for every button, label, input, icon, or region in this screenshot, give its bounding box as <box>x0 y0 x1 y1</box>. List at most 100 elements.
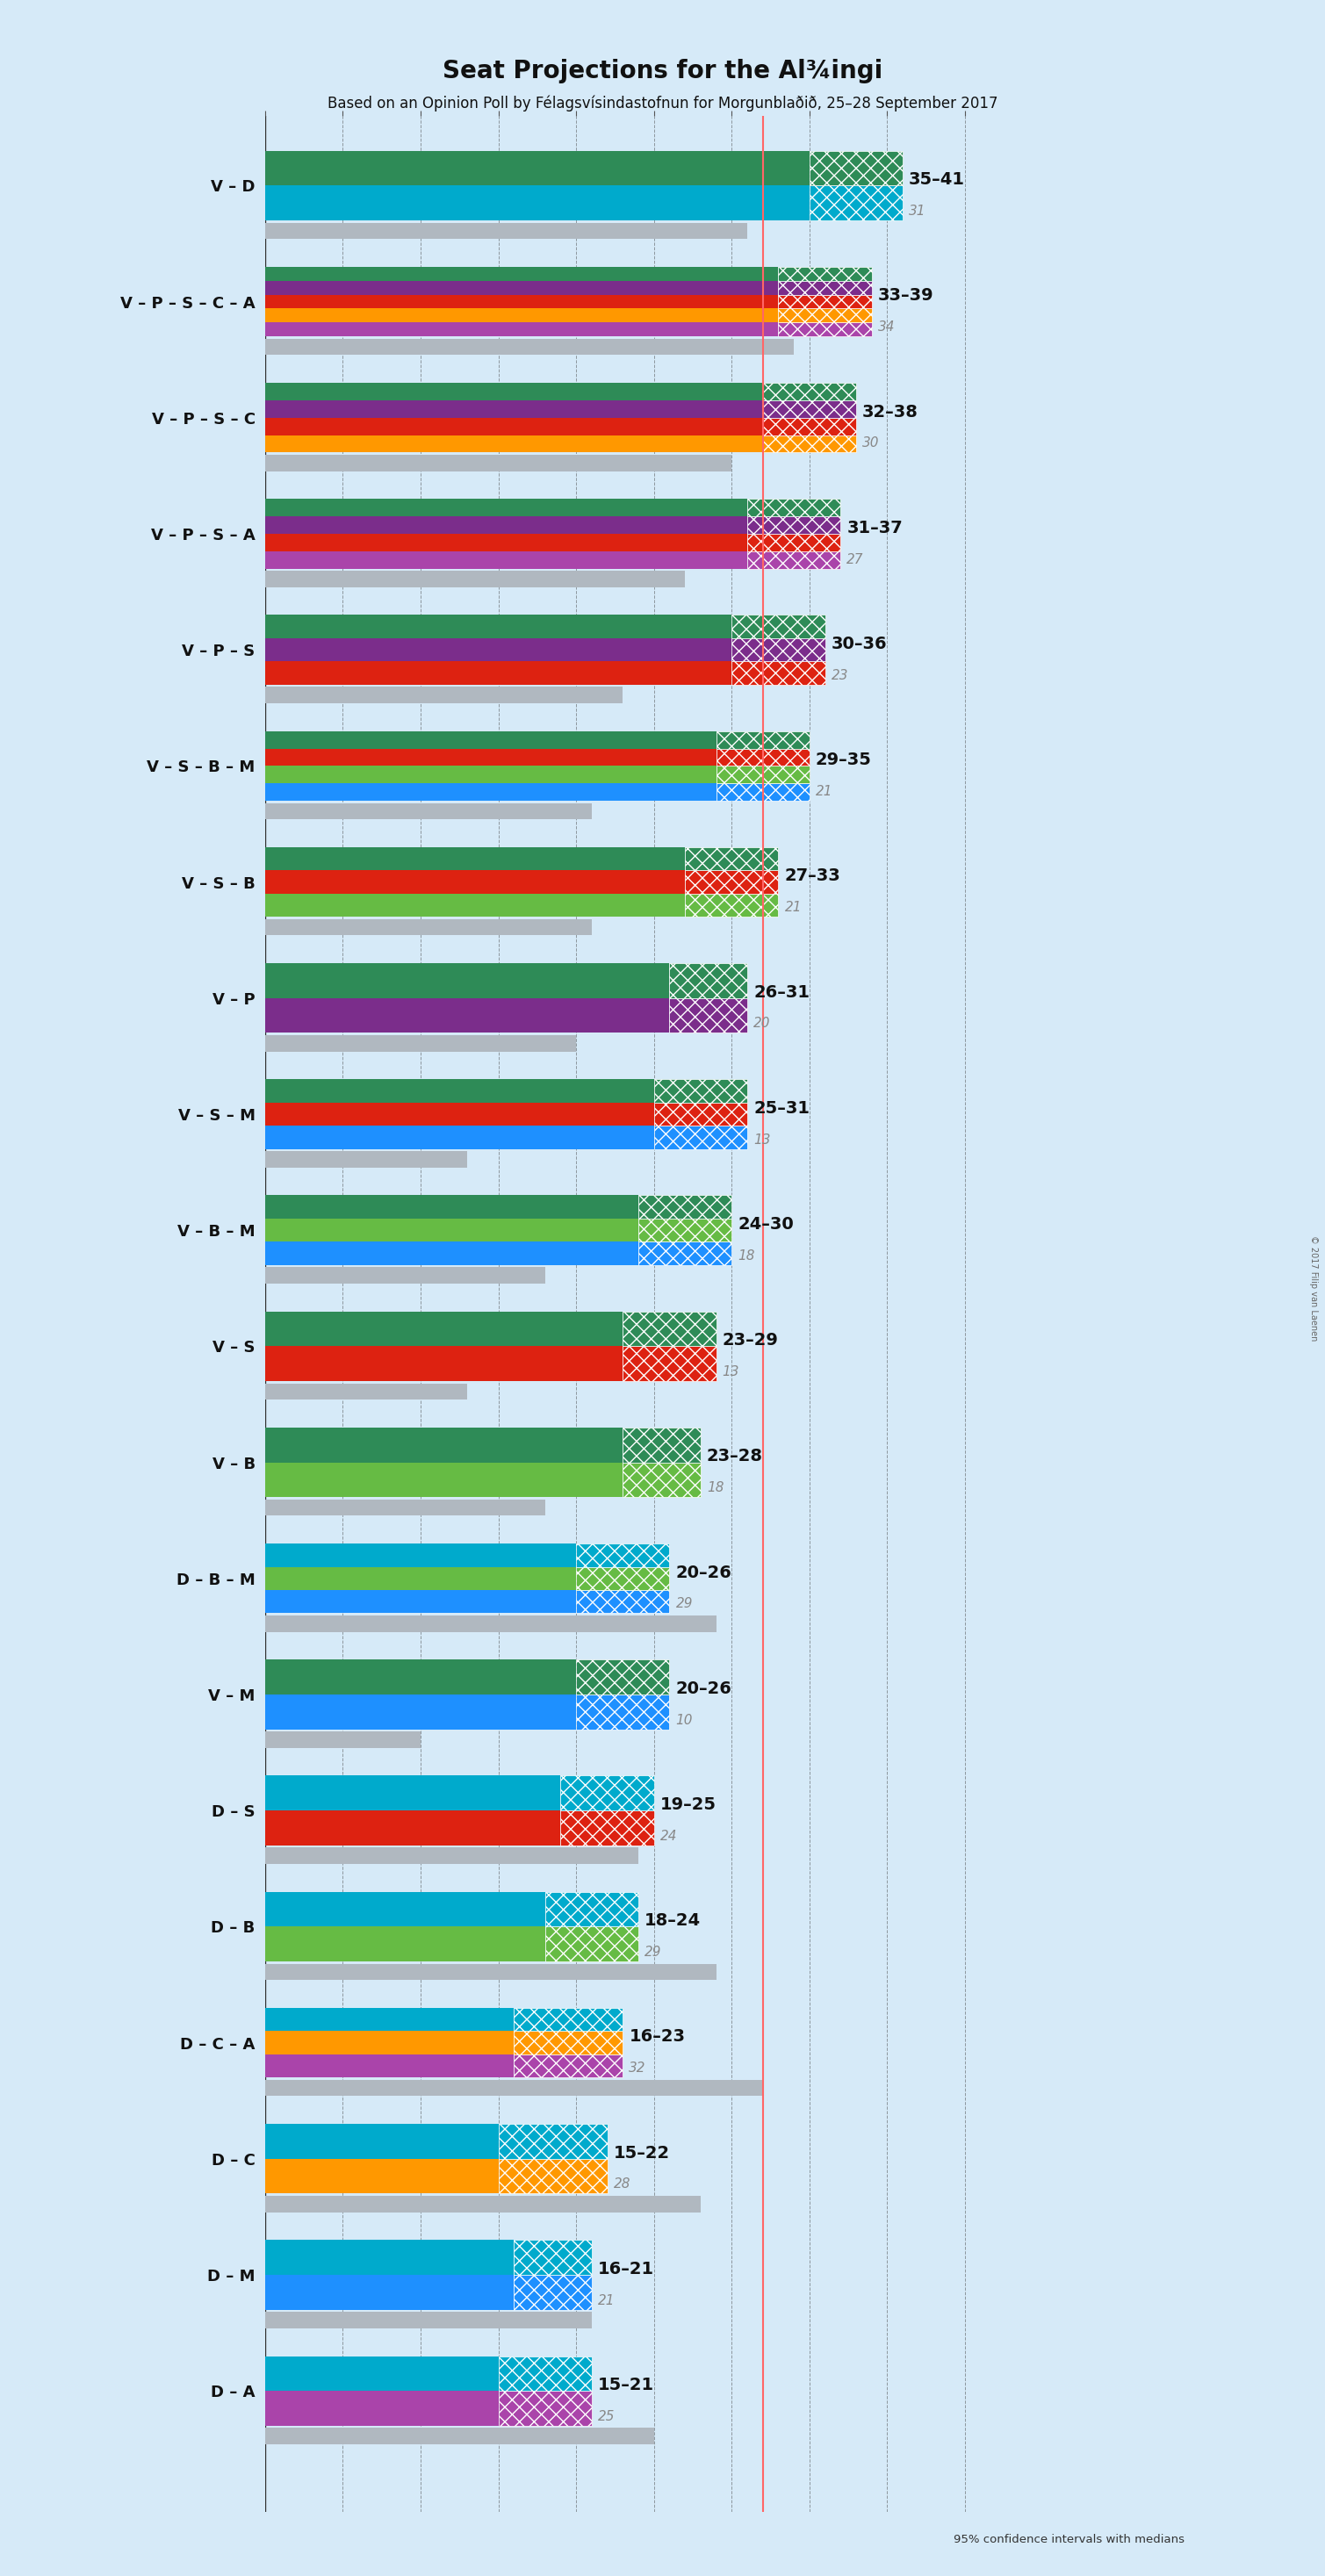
Text: Based on an Opinion Poll by Félagsvísindastofnun for Morgunblaðið, 25–28 Septemb: Based on an Opinion Poll by Félagsvísind… <box>327 95 998 111</box>
Bar <box>265 1079 653 1103</box>
Bar <box>763 399 856 417</box>
Bar <box>265 1036 576 1051</box>
Bar <box>265 1589 576 1613</box>
Text: 26–31: 26–31 <box>754 984 810 999</box>
Bar <box>639 1195 731 1218</box>
Bar <box>265 1695 576 1728</box>
Bar <box>265 765 716 783</box>
Bar <box>576 1589 669 1613</box>
Bar <box>810 185 902 222</box>
Bar <box>265 997 669 1033</box>
Bar <box>514 2007 623 2030</box>
Text: 32: 32 <box>629 2061 647 2074</box>
Bar <box>265 2195 701 2213</box>
Bar <box>265 222 747 240</box>
Text: 19–25: 19–25 <box>660 1795 717 1814</box>
Bar <box>265 322 778 337</box>
Bar <box>716 750 810 765</box>
Bar <box>576 1566 669 1589</box>
Bar <box>498 2125 607 2159</box>
Text: 28: 28 <box>613 2177 631 2190</box>
Text: 13: 13 <box>754 1133 771 1146</box>
Text: Seat Projections for the Al¾ingi: Seat Projections for the Al¾ingi <box>443 59 882 85</box>
Bar <box>265 1218 639 1242</box>
Bar <box>685 871 778 894</box>
Bar <box>623 1347 716 1381</box>
Bar <box>265 848 685 871</box>
Text: 31: 31 <box>909 204 926 219</box>
Bar <box>265 1347 623 1381</box>
Text: 24: 24 <box>660 1829 677 1842</box>
Bar <box>265 1103 653 1126</box>
Bar <box>265 1427 623 1463</box>
Bar <box>265 804 592 819</box>
Bar <box>810 152 902 185</box>
Bar <box>265 616 731 639</box>
Bar <box>669 963 747 997</box>
Text: 18: 18 <box>738 1249 755 1262</box>
Bar <box>639 1218 731 1242</box>
Bar <box>560 1811 653 1844</box>
Bar <box>716 765 810 783</box>
Text: 18: 18 <box>706 1481 723 1494</box>
Bar <box>265 435 763 453</box>
Bar <box>731 616 825 639</box>
Text: 33–39: 33–39 <box>878 289 934 304</box>
Bar <box>265 2391 498 2427</box>
Text: 25–31: 25–31 <box>754 1100 810 1115</box>
Bar <box>265 662 731 685</box>
Bar <box>514 2275 592 2311</box>
Bar <box>265 783 716 801</box>
Bar <box>747 533 840 551</box>
Bar <box>653 1079 747 1103</box>
Bar <box>669 997 747 1033</box>
Text: 29–35: 29–35 <box>816 752 872 768</box>
Bar <box>514 2053 623 2076</box>
Bar <box>265 2079 763 2097</box>
Bar <box>778 322 872 337</box>
Text: 23: 23 <box>831 670 848 683</box>
Bar <box>265 1126 653 1149</box>
Bar <box>265 268 778 281</box>
Bar <box>265 1543 576 1566</box>
Text: 27–33: 27–33 <box>784 868 840 884</box>
Text: 34: 34 <box>878 319 894 335</box>
Bar <box>265 1499 545 1515</box>
Bar <box>778 294 872 309</box>
Bar <box>731 639 825 662</box>
Text: 35–41: 35–41 <box>909 173 965 188</box>
Bar <box>265 2007 514 2030</box>
Text: 29: 29 <box>644 1945 661 1958</box>
Bar <box>265 1566 576 1589</box>
Text: 16–23: 16–23 <box>629 2027 685 2045</box>
Bar <box>265 1963 716 1981</box>
Text: 24–30: 24–30 <box>738 1216 794 1234</box>
Bar <box>265 2275 514 2311</box>
Bar <box>265 871 685 894</box>
Bar <box>265 294 778 309</box>
Text: 32–38: 32–38 <box>863 404 918 420</box>
Bar <box>265 1659 576 1695</box>
Text: 95% confidence intervals with medians: 95% confidence intervals with medians <box>954 2535 1185 2545</box>
Text: 21: 21 <box>784 902 802 914</box>
Bar <box>265 2357 498 2391</box>
Bar <box>265 417 763 435</box>
Bar <box>265 1615 716 1631</box>
Text: 30–36: 30–36 <box>831 636 886 652</box>
Bar <box>265 340 794 355</box>
Text: © 2017 Filip van Laenen: © 2017 Filip van Laenen <box>1309 1234 1318 1342</box>
Bar <box>731 662 825 685</box>
Bar <box>265 2429 653 2445</box>
Bar <box>265 1847 639 1865</box>
Bar <box>265 185 810 222</box>
Text: 30: 30 <box>863 438 880 451</box>
Bar <box>265 1311 623 1347</box>
Text: 29: 29 <box>676 1597 693 1610</box>
Text: 15–21: 15–21 <box>598 2378 655 2393</box>
Bar <box>265 281 778 294</box>
Bar <box>716 783 810 801</box>
Bar <box>498 2159 607 2195</box>
Bar <box>265 533 747 551</box>
Bar <box>623 1427 701 1463</box>
Bar <box>763 417 856 435</box>
